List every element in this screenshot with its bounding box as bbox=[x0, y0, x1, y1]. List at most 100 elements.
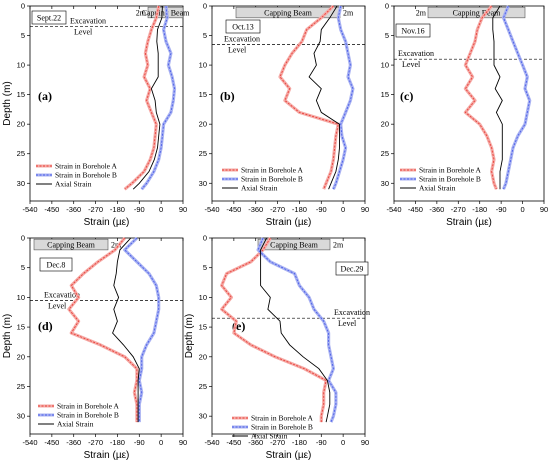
plot-frame bbox=[211, 237, 366, 435]
x-tick-label: -540 bbox=[204, 205, 219, 214]
borehole-b-series bbox=[332, 5, 354, 190]
y-tick-label: 25 bbox=[17, 149, 25, 158]
legend-entry: Strain in Borehole A bbox=[251, 414, 313, 423]
y-axis-label: Depth (m) bbox=[184, 314, 195, 358]
y-tick-label: 15 bbox=[381, 90, 389, 99]
legend-entry: Axial Strain bbox=[55, 180, 92, 189]
borehole-b-series-band bbox=[501, 5, 532, 190]
capping-beam-depth: 2m bbox=[416, 9, 427, 18]
y-tick-label: 5 bbox=[203, 263, 207, 272]
axial-strain-series bbox=[112, 237, 140, 423]
date-label: Sept.22 bbox=[37, 14, 61, 23]
x-axis-label: Strain (µε) bbox=[446, 217, 492, 228]
legend-entry: Axial Strain bbox=[57, 420, 94, 429]
borehole-a-series-band bbox=[67, 236, 139, 423]
x-tick-label: -450 bbox=[226, 205, 241, 214]
chart-panel-4: -540 -450 -360 -270 -180 -90 0 90 0 5 10 15 20 25 30 St… bbox=[2, 234, 187, 462]
chart-panel-3: -540 -450 -360 -270 -180 -90 0 90 0 5 10 15 20 25 30 St… bbox=[381, 2, 549, 229]
axial-strain-series bbox=[492, 5, 503, 190]
y-tick-label: 25 bbox=[199, 149, 207, 158]
date-label: Oct.13 bbox=[232, 23, 254, 32]
x-tick-label: -270 bbox=[88, 438, 103, 447]
excavation-label-line2: Level bbox=[74, 28, 93, 37]
x-tick-label: 0 bbox=[159, 438, 163, 447]
date-label: Dec.8 bbox=[47, 261, 66, 270]
y-tick-label: 5 bbox=[203, 31, 207, 40]
legend-entry: Strain in Borehole A bbox=[57, 402, 119, 411]
x-tick-label: 90 bbox=[540, 205, 548, 214]
x-tick-label: -270 bbox=[451, 205, 466, 214]
x-tick-label: -270 bbox=[270, 205, 285, 214]
chart-panel-1: -540 -450 -360 -270 -180 -90 0 90 0 5 10 15 20 25 30 St… bbox=[2, 2, 190, 229]
borehole-b-series bbox=[257, 237, 337, 423]
panel-label: (b) bbox=[220, 89, 235, 103]
capping-beam-depth: 2m bbox=[343, 9, 354, 18]
capping-beam-depth: 2m bbox=[111, 241, 122, 250]
y-tick-label: 0 bbox=[21, 234, 25, 243]
capping-beam bbox=[33, 238, 109, 251]
x-axis-label: Strain (µε) bbox=[84, 450, 130, 461]
x-tick-label: -360 bbox=[429, 205, 444, 214]
y-tick-label: 30 bbox=[17, 179, 25, 188]
plot-frame bbox=[29, 237, 184, 435]
panel-label: (d) bbox=[38, 319, 53, 333]
x-tick-label: -180 bbox=[110, 205, 125, 214]
excavation-label-line2: Level bbox=[402, 60, 421, 69]
chart-panel-2: -540 -450 -360 -270 -180 -90 0 90 0 5 10 15 20 25 30 St… bbox=[199, 2, 370, 229]
y-tick-label: 10 bbox=[199, 293, 207, 302]
excavation-label: Excavation bbox=[44, 290, 80, 299]
x-tick-label: -450 bbox=[44, 438, 59, 447]
borehole-b-series-band bbox=[331, 5, 355, 190]
x-tick-label: -90 bbox=[316, 438, 327, 447]
capping-beam-depth: 2m bbox=[333, 241, 344, 250]
x-tick-label: 90 bbox=[179, 205, 187, 214]
borehole-b-series-band bbox=[123, 236, 161, 423]
x-tick-label: -90 bbox=[316, 205, 327, 214]
plot-frame bbox=[29, 5, 184, 202]
y-tick-label: 5 bbox=[21, 31, 25, 40]
x-tick-label: -180 bbox=[110, 438, 125, 447]
x-tick-label: -90 bbox=[134, 205, 145, 214]
x-tick-label: 90 bbox=[179, 438, 187, 447]
capping-beam-label: Capping Beam bbox=[270, 241, 319, 250]
y-tick-label: 20 bbox=[199, 352, 207, 361]
axial-strain-series bbox=[132, 5, 163, 190]
x-tick-label: 90 bbox=[361, 438, 369, 447]
x-tick-label: -450 bbox=[408, 205, 423, 214]
capping-beam-label: Capping Beam bbox=[264, 9, 313, 18]
borehole-a-series bbox=[464, 5, 497, 190]
y-tick-label: 5 bbox=[385, 31, 389, 40]
y-tick-label: 10 bbox=[381, 61, 389, 70]
capping-beam-label: Capping Beam bbox=[453, 9, 502, 18]
x-tick-label: -90 bbox=[496, 205, 507, 214]
excavation-label-line2: Level bbox=[48, 301, 67, 310]
excavation-label-line2: Level bbox=[228, 45, 247, 54]
excavation-label: Excavation bbox=[334, 308, 370, 317]
date-box bbox=[395, 23, 431, 38]
x-tick-label: -90 bbox=[134, 438, 145, 447]
legend-entry: Axial Strain bbox=[251, 432, 288, 441]
y-tick-label: 0 bbox=[203, 2, 207, 11]
date-box bbox=[39, 257, 73, 272]
x-axis-label: Strain (µε) bbox=[266, 217, 312, 228]
legend-entry: Strain in Borehole A bbox=[55, 162, 117, 171]
x-tick-label: -270 bbox=[88, 205, 103, 214]
y-tick-label: 20 bbox=[17, 120, 25, 129]
y-tick-label: 10 bbox=[17, 61, 25, 70]
legend-entry: Strain in Borehole B bbox=[241, 175, 303, 184]
borehole-b-series bbox=[124, 237, 160, 423]
x-tick-label: -540 bbox=[204, 438, 219, 447]
y-axis-label: Depth (m) bbox=[2, 81, 13, 125]
x-tick-label: 0 bbox=[520, 205, 524, 214]
y-tick-label: 10 bbox=[17, 293, 25, 302]
y-tick-label: 30 bbox=[199, 179, 207, 188]
y-tick-label: 15 bbox=[199, 90, 207, 99]
borehole-a-series-band bbox=[278, 4, 340, 190]
chart-panel-5: -540 -450 -360 -270 -180 -90 0 90 0 5 10 15 20 25 30 St… bbox=[184, 234, 370, 462]
borehole-a-series bbox=[124, 5, 160, 190]
y-tick-label: 15 bbox=[17, 90, 25, 99]
